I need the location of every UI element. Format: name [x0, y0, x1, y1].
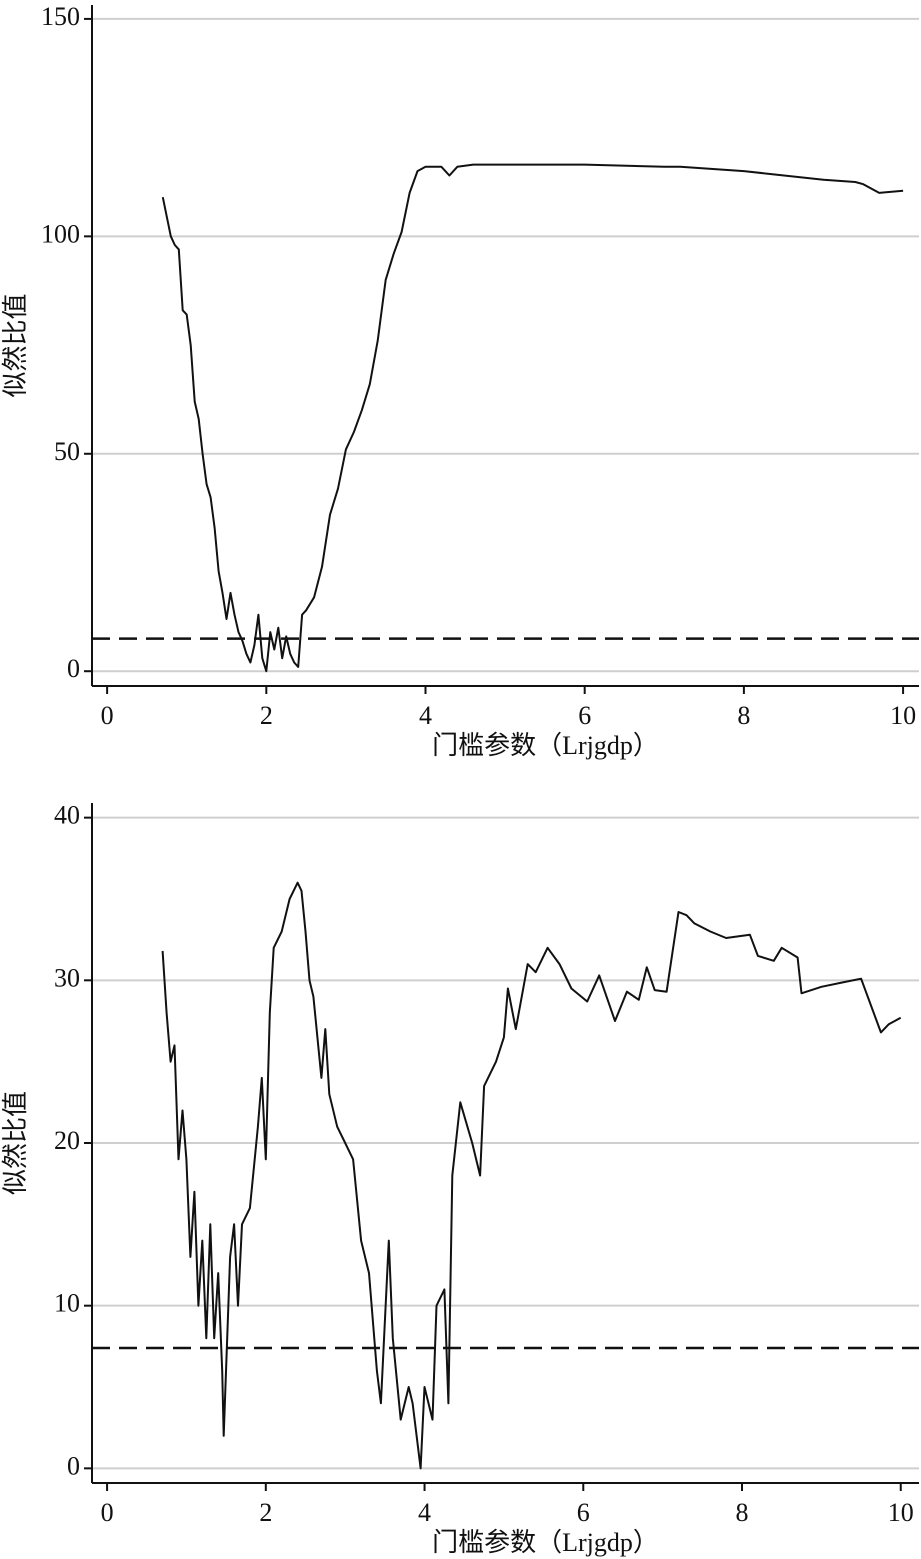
x-tick-label: 0	[101, 701, 114, 730]
y-tick-label: 100	[41, 219, 80, 248]
y-tick-label: 50	[54, 437, 80, 466]
data-line	[161, 163, 904, 673]
x-tick-label: 4	[419, 701, 432, 730]
data-line	[161, 881, 902, 1470]
y-tick-label: 40	[54, 801, 80, 830]
y-tick-label: 150	[41, 2, 80, 31]
y-tick-label: 30	[54, 963, 80, 992]
y-tick-label: 10	[54, 1289, 80, 1318]
x-tick-label: 10	[888, 1498, 914, 1527]
x-tick-label: 6	[578, 701, 591, 730]
y-tick-label: 20	[54, 1126, 80, 1155]
x-tick-label: 4	[418, 1498, 431, 1527]
x-axis-label: 门槛参数（Lrjgdp）	[432, 731, 659, 760]
x-tick-label: 2	[259, 1498, 272, 1527]
x-tick-label: 6	[577, 1498, 590, 1527]
y-tick-label: 0	[67, 654, 80, 683]
x-tick-label: 8	[737, 701, 750, 730]
x-tick-label: 10	[890, 701, 916, 730]
y-tick-label: 0	[67, 1451, 80, 1480]
x-tick-label: 8	[736, 1498, 749, 1527]
y-axis-label: 似然比值	[1, 1091, 30, 1195]
x-tick-label: 2	[260, 701, 273, 730]
x-tick-label: 0	[101, 1498, 114, 1527]
x-axis-label: 门槛参数（Lrjgdp）	[432, 1528, 659, 1557]
y-axis-label: 似然比值	[1, 293, 30, 397]
